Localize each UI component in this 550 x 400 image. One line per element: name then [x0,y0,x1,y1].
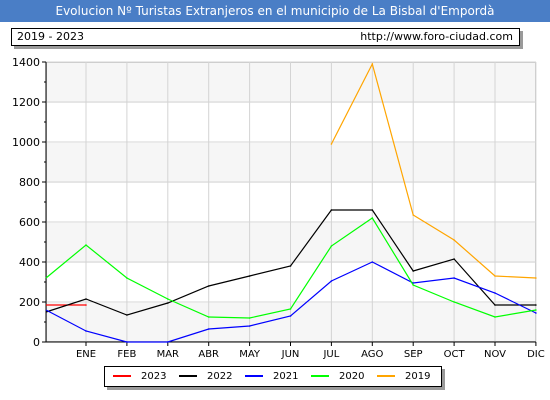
data-point-2021-ENE [85,330,87,332]
legend-label-2023: 2023 [141,371,167,382]
info-box: 2019 - 2023 http://www.foro-ciudad.com [11,28,520,46]
data-point-2020-DIC [535,309,537,311]
data-point-2022-JUN [289,265,292,267]
data-point-2020-SEP [412,284,415,286]
x-tick-label-OCT: OCT [444,349,466,360]
data-point-2022-FEB [126,314,128,316]
data-point-2021-JUL [330,280,333,282]
x-tick-label-JUN: JUN [281,349,300,360]
data-point-2020-NOV [494,316,496,318]
x-tick-label-JUL: JUL [322,349,339,360]
data-point-2022-JUL [330,209,333,211]
data-point-2022-ENE [85,298,87,300]
legend-swatch-2022 [179,375,197,377]
x-tick-label-NOV: NOV [484,349,506,360]
y-tick-label: 600 [19,216,40,229]
data-point-2022-NOV [494,304,496,306]
data-point-2022-OCT [453,258,455,260]
period-label: 2019 - 2023 [17,30,84,43]
data-point-2022-SEP [412,270,415,272]
data-point-2019-OCT [453,239,455,241]
legend-swatch-2020 [311,375,329,377]
data-point-2020-FEB [126,277,128,279]
legend-label-2022: 2022 [207,371,233,382]
legend-label-2019: 2019 [405,371,431,382]
y-tick-label: 0 [33,336,40,349]
source-url[interactable]: http://www.foro-ciudad.com [360,30,513,43]
data-point-2022-ABR [207,285,210,287]
data-point-2019-NOV [494,275,496,277]
x-tick-label-ENE: ENE [76,349,96,360]
y-tick-label: 200 [19,296,40,309]
y-tick-label: 1400 [12,56,40,69]
x-tick-label-AGO: AGO [361,349,383,360]
data-point-2021-MAY [248,325,251,327]
series-line-2019 [330,62,536,279]
data-point-2019-AGO [371,63,374,65]
x-tick-label-MAR: MAR [157,349,179,360]
data-point-2022-DIC [535,304,537,306]
data-point-2019-SEP [412,214,415,216]
data-point-2020-OCT [453,301,455,303]
data-point-2021-NOV [494,292,496,294]
x-tick-label-SEP: SEP [404,349,423,360]
data-point-2020-ABR [207,316,210,318]
data-point-2020-MAR [167,298,169,300]
data-point-2021-JUN [289,315,292,317]
chart-title: Evolucion Nº Turistas Extranjeros en el … [0,0,550,22]
legend: 2023 2022 2021 2020 2019 [104,366,442,387]
x-tick-label-DIC: DIC [527,349,545,360]
data-point-2019-DIC [535,277,537,279]
data-point-2020-ENE [85,244,87,246]
data-point-2022-MAY [248,275,251,277]
y-tick-label: 400 [19,256,40,269]
data-point-2023-ENE [85,304,87,306]
x-tick-label-ABR: ABR [198,349,219,360]
y-tick-label: 1200 [12,96,40,109]
legend-label-2021: 2021 [273,371,299,382]
legend-label-2020: 2020 [339,371,365,382]
x-tick-label-MAY: MAY [239,349,261,360]
data-point-2020-JUL [330,245,333,247]
y-tick-label: 800 [19,176,40,189]
data-point-2021-DIC [535,312,537,314]
data-point-2020-AGO [371,217,374,219]
y-tick-label: 1000 [12,136,40,149]
data-point-2019-JUL [330,143,333,145]
legend-swatch-2021 [245,375,263,377]
data-point-2020-JUN [289,308,292,310]
legend-swatch-2019 [377,375,395,377]
data-point-2021-FEB [126,341,128,343]
data-point-2021-ABR [207,328,210,330]
data-point-2021-MAR [167,341,169,343]
data-point-2022-AGO [371,209,374,211]
data-point-2020-MAY [248,317,251,319]
data-point-2021-AGO [371,261,374,263]
legend-swatch-2023 [113,375,131,377]
x-tick-label-FEB: FEB [117,349,136,360]
data-point-2022-MAR [167,302,169,304]
data-point-2021-OCT [453,277,455,279]
